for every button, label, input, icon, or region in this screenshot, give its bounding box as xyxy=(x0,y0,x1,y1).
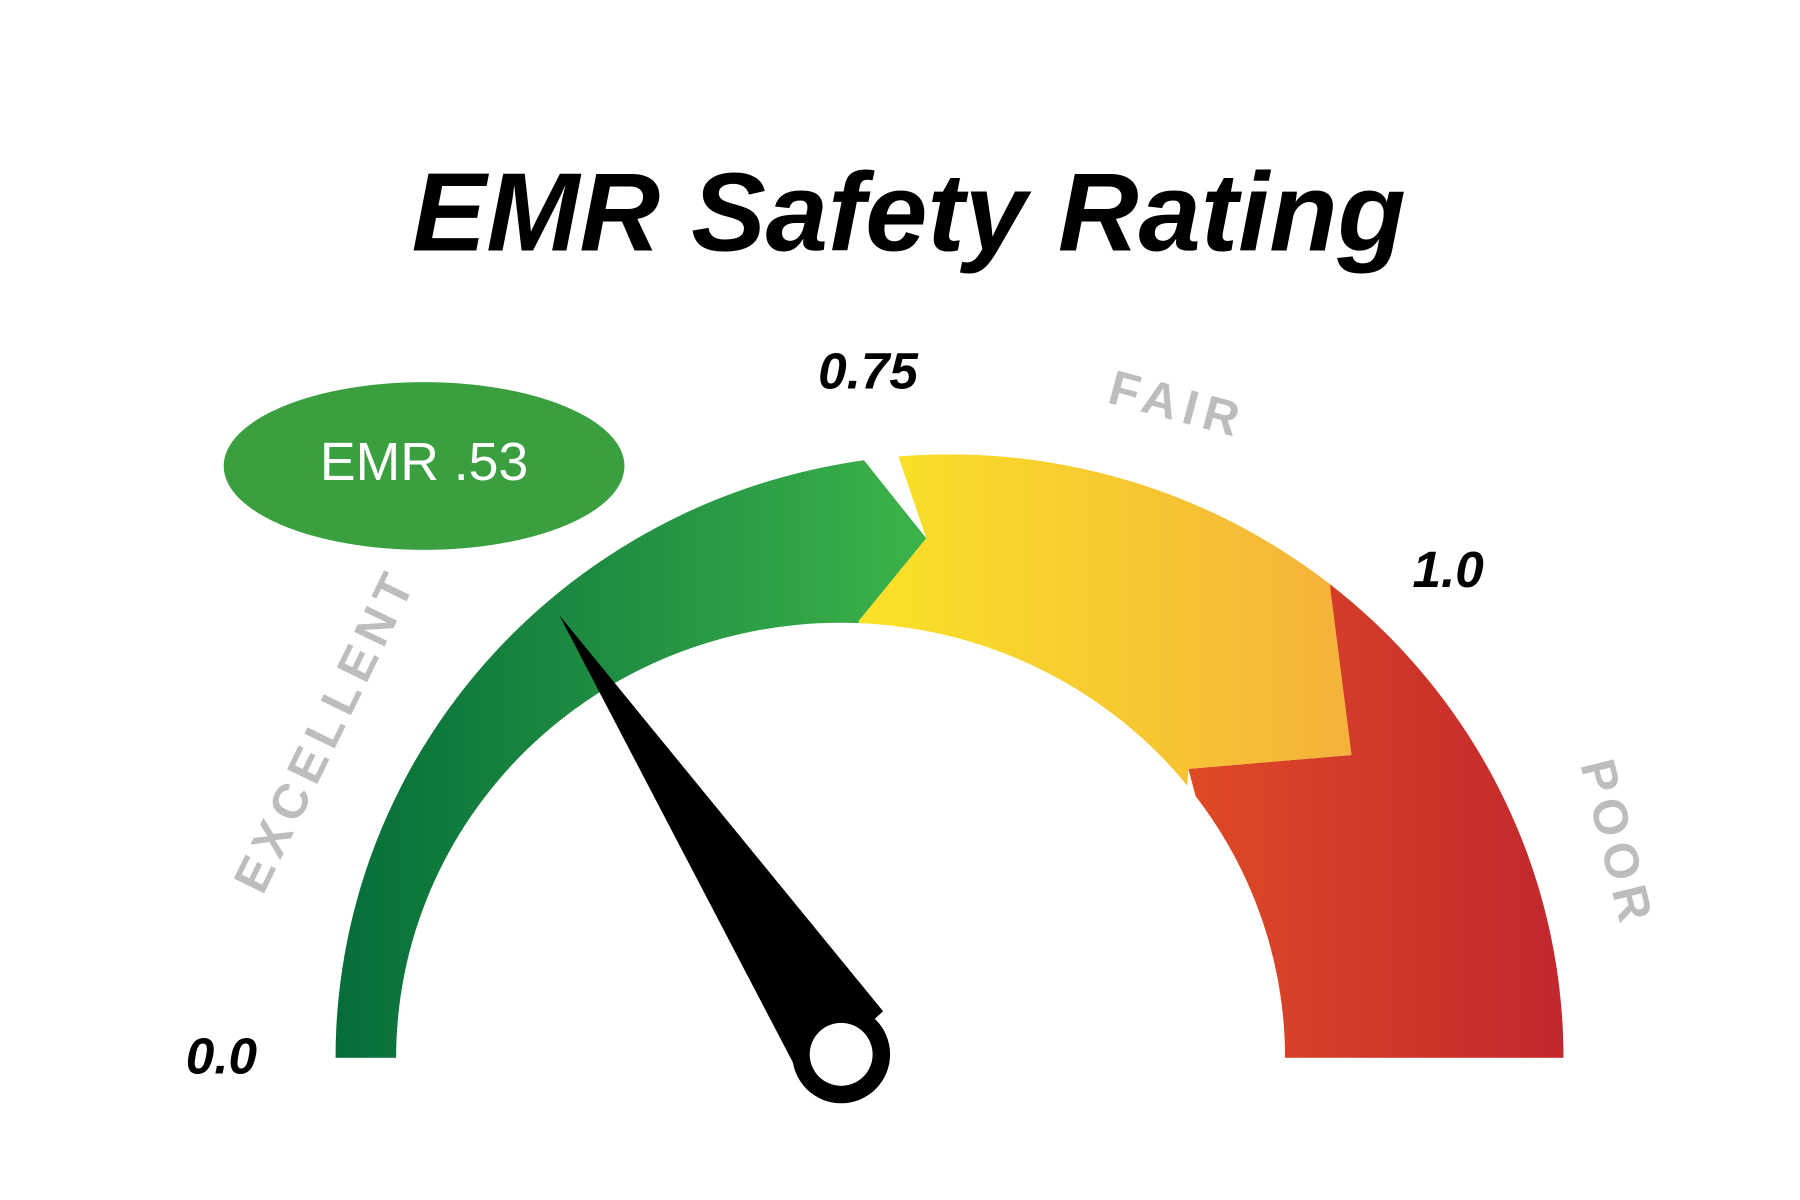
badge xyxy=(223,382,625,550)
zone-fair xyxy=(858,454,1352,1058)
scale-label: 0.0 xyxy=(186,1028,257,1085)
title: EMR Safety Rating xyxy=(412,149,1406,274)
zone-label: POOR xyxy=(1570,754,1664,934)
scale-label: 1.0 xyxy=(1413,541,1484,598)
zone-label: FAIR xyxy=(1103,361,1252,449)
needle xyxy=(559,615,891,1104)
badge-label: EMR .53 xyxy=(320,432,528,492)
scale-label: 0.75 xyxy=(818,343,919,400)
